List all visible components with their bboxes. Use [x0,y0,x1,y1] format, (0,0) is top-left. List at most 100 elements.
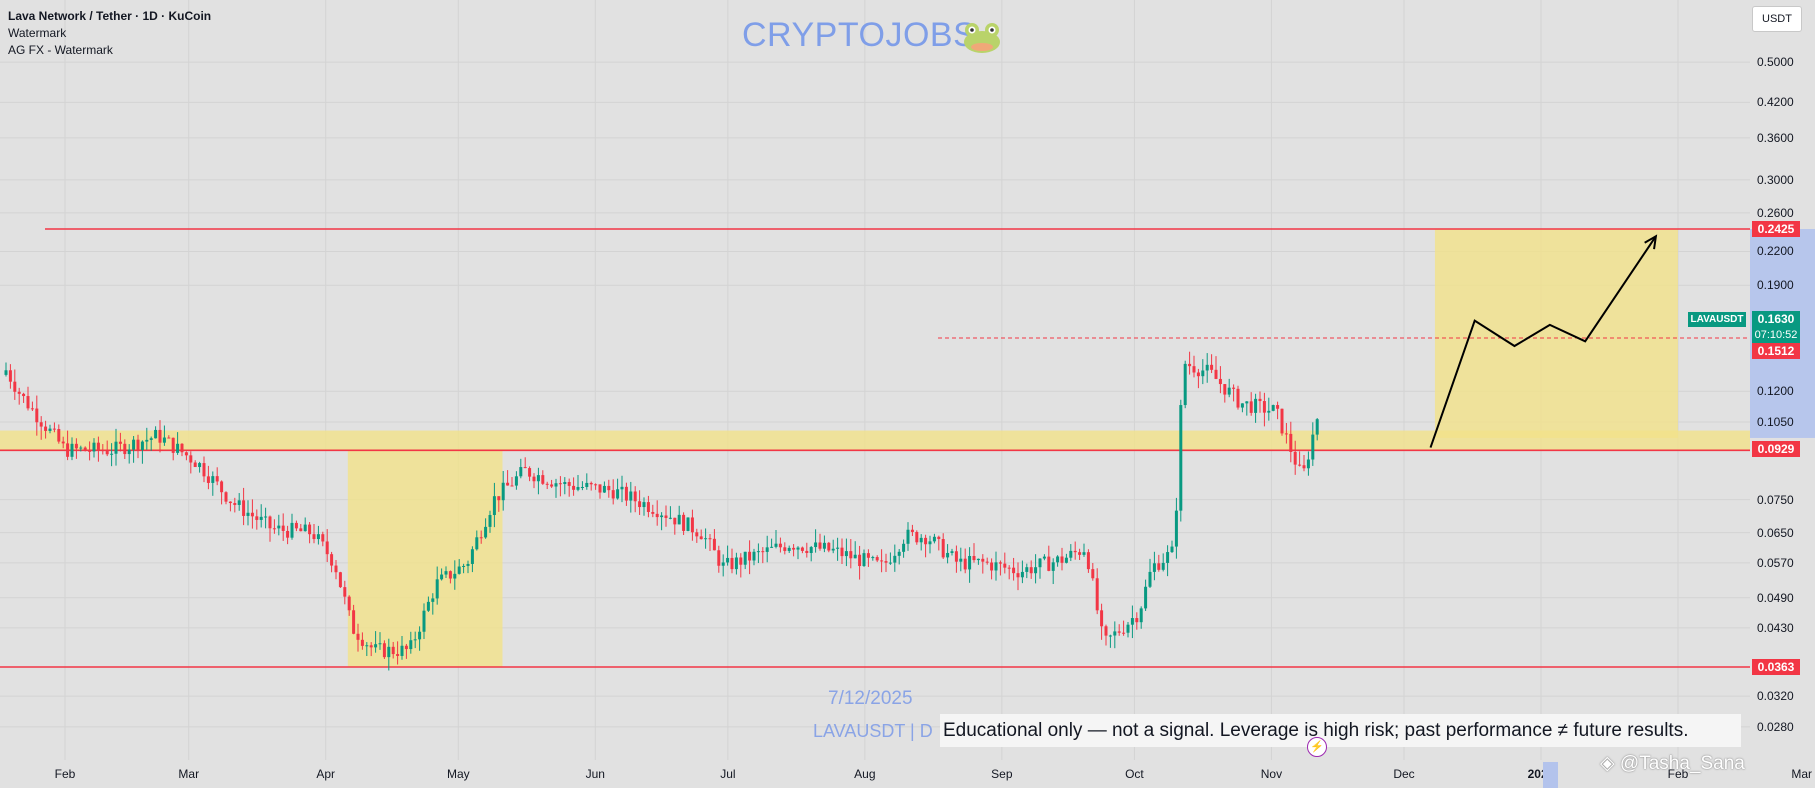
candle-body [316,534,320,540]
candle-body [686,517,690,531]
candle-body [101,450,105,452]
candle-body [814,542,818,548]
price-tick: 0.0750 [1757,492,1794,507]
candle-body [910,529,914,532]
candle-body [338,572,342,588]
time-tick: Apr [316,767,336,781]
diamond-logo-icon: ◈ [1600,753,1615,774]
candle-body [202,463,206,477]
candle-body [1188,363,1192,367]
candle-body [290,522,294,538]
candle-body [1060,556,1064,563]
candle-body [418,631,422,640]
candle-body [35,408,39,423]
currency-selector[interactable]: USDT [1752,6,1802,32]
candle-body [39,422,43,427]
candle-body [158,429,162,443]
candle-body [638,501,642,508]
candle-body [22,393,26,397]
candle-body [52,428,56,430]
candle-body [479,537,483,539]
candle-body [1122,632,1126,634]
candle-body [294,522,298,529]
candle-body [66,443,70,457]
candle-body [1047,556,1051,571]
candle-body [1135,618,1139,623]
indicator-watermark[interactable]: Watermark [8,26,67,40]
candle-body [409,640,413,650]
candle-body [92,442,96,452]
candle-body [286,530,290,538]
candle-body [88,450,92,452]
candle-body [1227,387,1231,395]
candle-body [220,481,224,493]
candle-body [228,501,232,504]
candle-body [1302,465,1306,469]
candle-body [844,551,848,557]
resistance-price-label: 0.2425 [1752,221,1800,237]
candles [4,351,1319,671]
candle-body [550,484,554,487]
bar-countdown: 07:10:52 [1754,329,1798,341]
candle-body [462,565,466,567]
candle-body [193,462,197,468]
candle-body [206,476,210,483]
candle-body [1210,364,1214,370]
candle-body [189,455,193,463]
price-tick: 0.0650 [1757,525,1794,540]
indicator-agfx-watermark[interactable]: AG FX - Watermark [8,43,113,57]
key-levels [0,228,1750,668]
candle-body [466,563,470,566]
candle-body [422,610,426,632]
price-tick: 0.5000 [1757,55,1794,70]
candle-body [523,467,527,469]
candle-body [567,482,571,486]
author-watermark: ◈ @Tasha_Sana [1600,752,1745,775]
candle-body [1034,567,1038,574]
candle-body [1183,363,1187,406]
level-1512-label: 0.1512 [1752,343,1800,359]
candle-body [83,447,87,451]
candle-body [1267,410,1271,413]
candle-body [1038,558,1042,568]
candle-body [145,439,149,442]
candle-body [963,558,967,570]
candle-body [149,438,153,440]
candle-body [1042,556,1046,559]
frog-icon [964,23,1000,53]
candle-body [660,515,664,518]
candle-body [624,486,628,501]
candle-body [352,610,356,634]
candle-body [1289,433,1293,452]
candle-body [13,381,17,392]
candle-body [585,482,589,487]
candle-body [1020,571,1024,578]
candle-body [272,528,276,530]
price-tick: 0.3600 [1757,130,1794,145]
symbol-watermark: LAVAUSDT | D [813,721,933,741]
candle-body [792,547,796,550]
price-tick: 0.0430 [1757,620,1794,635]
candle-body [862,553,866,567]
price-tick: 0.0320 [1757,689,1794,704]
candle-body [959,558,963,562]
candle-body [532,476,536,482]
candle-body [770,546,774,548]
candle-body [57,429,61,442]
candle-body [954,551,958,562]
candle-body [1082,552,1086,555]
candle-body [198,463,202,468]
candle-body [378,643,382,645]
candle-body [242,500,246,516]
candle-body [787,547,791,551]
candle-body [259,516,263,520]
candle-body [74,443,78,449]
zone-2 [1434,229,1678,438]
candle-body [268,516,272,529]
candle-body [440,574,444,580]
candle-body [756,551,760,553]
candle-body [444,571,448,575]
lightning-icon[interactable]: ⚡ [1307,737,1327,757]
candle-body [1095,578,1099,611]
